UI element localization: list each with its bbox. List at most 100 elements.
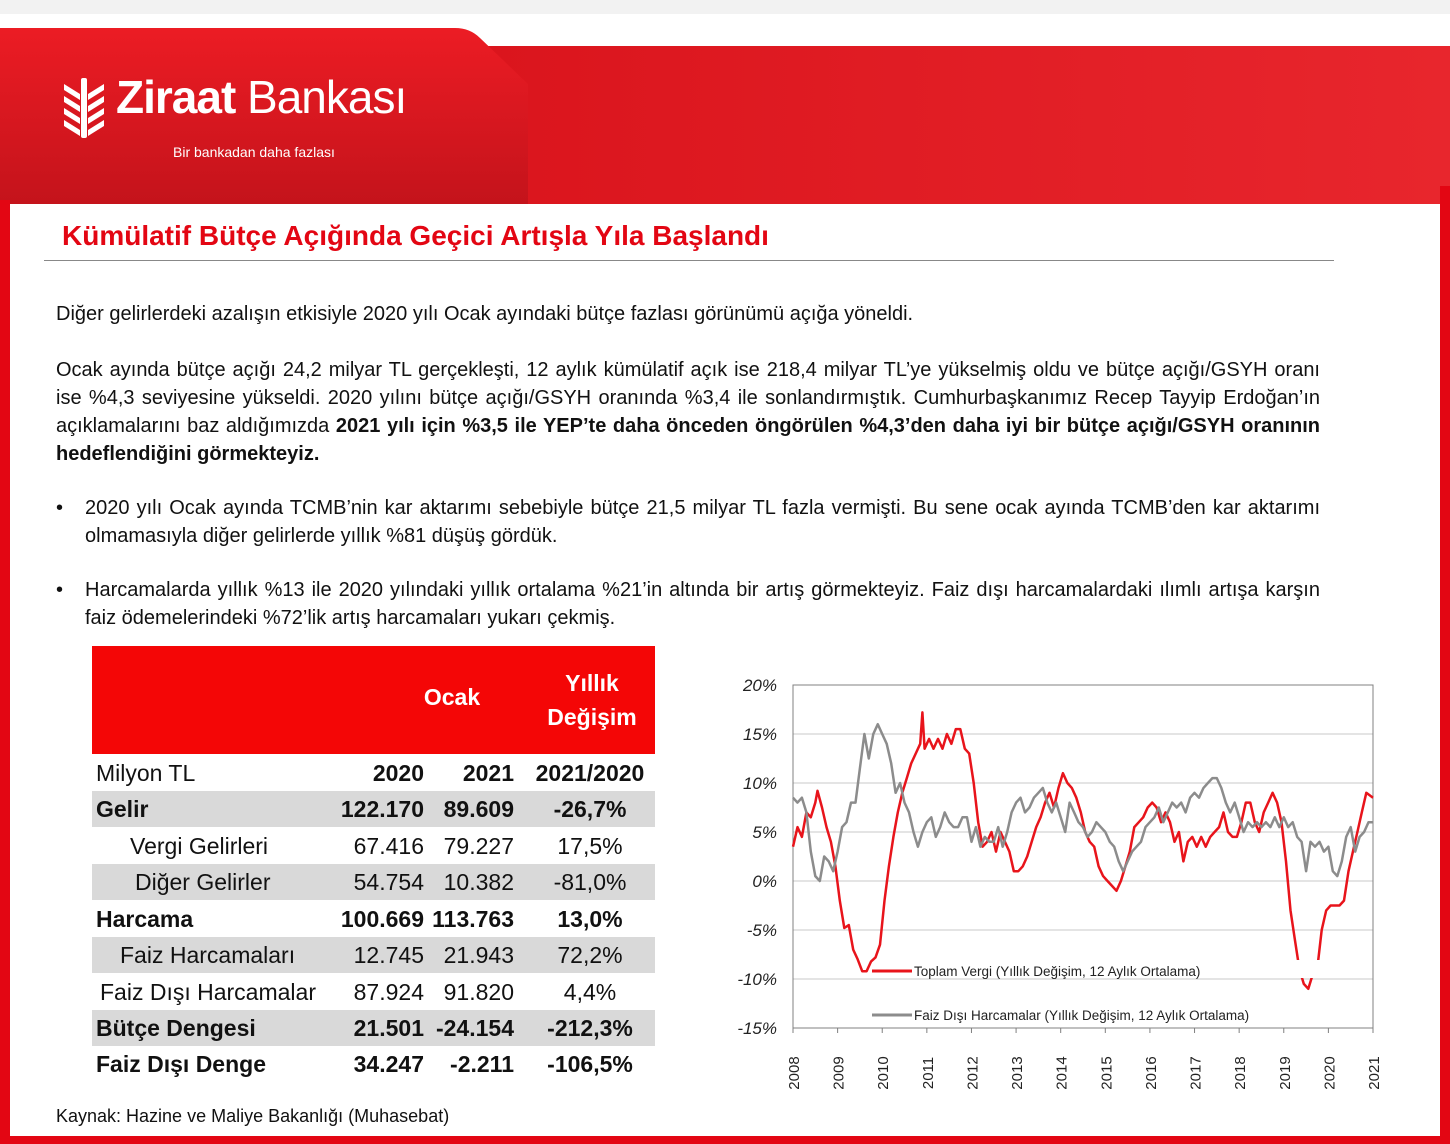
row-label: Gelir bbox=[96, 796, 149, 822]
table-row-butce-dengesi: Bütçe Dengesi 21.501 -24.154 -212,3% bbox=[92, 1010, 655, 1046]
legend-label: Faiz Dışı Harcamalar (Yıllık Değişim, 12… bbox=[914, 1008, 1249, 1023]
col-change: 13,0% bbox=[557, 906, 623, 932]
brand-slogan: Bir bankadan daha fazlası bbox=[173, 144, 335, 160]
row-label: Vergi Gelirleri bbox=[130, 833, 269, 859]
x-tick-label: 2015 bbox=[1098, 1056, 1115, 1089]
y-tick-label: 0% bbox=[752, 872, 777, 891]
table-row-faiz-disi-denge: Faiz Dışı Denge 34.247 -2.211 -106,5% bbox=[92, 1046, 655, 1082]
series-line bbox=[792, 722, 1373, 883]
frame-left-border bbox=[0, 200, 10, 1144]
table-row-faiz: Faiz Harcamaları 12.745 21.943 72,2% bbox=[92, 937, 655, 973]
col-change: 2021/2020 bbox=[535, 760, 645, 786]
bullet-text: Harcamalarda yıllık %13 ile 2020 yılında… bbox=[85, 579, 1320, 629]
brand-name-bold: Ziraat bbox=[116, 71, 236, 123]
page-title: Kümülatif Bütçe Açığında Geçici Artışla … bbox=[62, 220, 769, 251]
col-2021: 10.382 bbox=[443, 869, 514, 895]
col-2020: 100.669 bbox=[340, 906, 424, 932]
x-tick-label: 2019 bbox=[1277, 1056, 1294, 1089]
x-tick-label: 2018 bbox=[1232, 1056, 1249, 1089]
col-2020: 34.247 bbox=[353, 1051, 424, 1077]
x-tick-label: 2008 bbox=[786, 1056, 803, 1089]
tax-vs-spending-line-chart: 20% 15% 10% 5% 0% -5% -10% -15% 2008 2009 2010 2011… bbox=[737, 676, 1383, 1090]
row-label: Faiz Dışı Harcamalar bbox=[100, 979, 316, 1005]
legend-backdrop bbox=[908, 1004, 1328, 1022]
plot-area-border bbox=[792, 684, 1374, 1029]
col-change: -81,0% bbox=[553, 869, 627, 895]
col-2021: 91.820 bbox=[443, 979, 514, 1005]
x-tick-label: 2014 bbox=[1054, 1056, 1071, 1089]
source-note: Kaynak: Hazine ve Maliye Bakanlığı (Muha… bbox=[56, 1106, 450, 1126]
x-tick-label: 2016 bbox=[1143, 1056, 1160, 1089]
top-strip bbox=[0, 0, 1450, 14]
table-row-faiz-disi: Faiz Dışı Harcamalar 87.924 91.820 4,4% bbox=[92, 974, 655, 1010]
table-row-units: Milyon TL 2020 2021 2021/2020 bbox=[92, 755, 655, 791]
row-label: Milyon TL bbox=[96, 760, 196, 786]
table-header-yillik-line2: Değişim bbox=[547, 704, 637, 730]
detail-paragraph-bold: 2021 yılı için %3,5 ile YEP’te daha önce… bbox=[56, 415, 1320, 465]
col-2020: 122.170 bbox=[340, 796, 424, 822]
col-2020: 12.745 bbox=[353, 942, 424, 968]
header-banner bbox=[0, 28, 1450, 204]
x-tick-label: 2020 bbox=[1321, 1056, 1338, 1089]
col-2021: 79.227 bbox=[443, 833, 514, 859]
frame-bottom-border bbox=[0, 1136, 1450, 1144]
col-change: -26,7% bbox=[553, 796, 627, 822]
bullet-icon: • bbox=[56, 579, 64, 601]
col-2021: -2.211 bbox=[450, 1051, 514, 1077]
title-divider bbox=[44, 260, 1334, 261]
table-header: Ocak Yıllık Değişim bbox=[92, 646, 655, 754]
y-tick-label: -15% bbox=[737, 1019, 777, 1038]
table-row-vergi: Vergi Gelirleri 67.416 79.227 17,5% bbox=[92, 828, 655, 864]
col-change: 72,2% bbox=[557, 942, 623, 968]
legend-backdrop bbox=[908, 960, 1328, 978]
frame-right-border bbox=[1440, 186, 1450, 1144]
col-2020: 21.501 bbox=[353, 1015, 424, 1041]
legend-label: Toplam Vergi (Yıllık Değişim, 12 Aylık O… bbox=[914, 964, 1200, 979]
row-label: Bütçe Dengesi bbox=[96, 1015, 256, 1041]
table-row-gelir: Gelir 122.170 89.609 -26,7% bbox=[92, 791, 655, 827]
col-2021: 113.763 bbox=[432, 906, 514, 932]
col-change: 4,4% bbox=[563, 979, 617, 1005]
x-tick-label: 2017 bbox=[1188, 1056, 1205, 1089]
col-change: -106,5% bbox=[547, 1051, 633, 1077]
col-2021: 2021 bbox=[462, 760, 514, 786]
table-header-ocak: Ocak bbox=[423, 684, 481, 710]
x-tick-label: 2010 bbox=[875, 1056, 892, 1089]
table-row-diger: Diğer Gelirler 54.754 10.382 -81,0% bbox=[92, 864, 655, 900]
y-tick-label: 10% bbox=[743, 774, 777, 793]
intro-paragraph: Diğer gelirlerdeki azalışın etkisiyle 20… bbox=[56, 303, 914, 325]
wheat-icon bbox=[64, 78, 104, 138]
table-row-harcama: Harcama 100.669 113.763 13,0% bbox=[92, 901, 655, 937]
row-label: Faiz Dışı Denge bbox=[96, 1051, 266, 1077]
col-2021: 21.943 bbox=[443, 942, 514, 968]
bullet-text: 2020 yılı Ocak ayında TCMB’nin kar aktar… bbox=[85, 497, 1320, 547]
row-label: Diğer Gelirler bbox=[135, 869, 271, 895]
y-tick-label: 5% bbox=[752, 823, 777, 842]
bullet-icon: • bbox=[56, 497, 64, 519]
brand-name-thin: Bankası bbox=[247, 71, 407, 123]
x-tick-label: 2012 bbox=[964, 1056, 981, 1089]
y-tick-label: 15% bbox=[743, 725, 777, 744]
col-2020: 2020 bbox=[372, 760, 424, 786]
col-2021: 89.609 bbox=[443, 796, 514, 822]
y-tick-label: -5% bbox=[747, 921, 777, 940]
detail-paragraph: Ocak ayında bütçe açığı 24,2 milyar TL g… bbox=[56, 356, 1320, 468]
col-change: -212,3% bbox=[547, 1015, 633, 1041]
col-2020: 54.754 bbox=[353, 869, 424, 895]
col-2020: 67.416 bbox=[353, 833, 424, 859]
row-label: Harcama bbox=[96, 906, 194, 932]
x-tick-label: 2021 bbox=[1366, 1056, 1383, 1089]
table-header-yillik: Yıllık Değişim bbox=[532, 666, 652, 734]
series-line bbox=[791, 711, 1374, 991]
y-tick-label: 20% bbox=[742, 676, 777, 695]
x-tick-label: 2013 bbox=[1009, 1056, 1026, 1089]
y-tick-label: -10% bbox=[737, 970, 777, 989]
detail-paragraph-text: Ocak ayında bütçe açığı 24,2 milyar TL g… bbox=[56, 359, 1320, 437]
brand-name: Ziraat Bankası bbox=[116, 70, 407, 124]
col-2020: 87.924 bbox=[353, 979, 424, 1005]
table-header-yillik-line1: Yıllık bbox=[565, 670, 619, 696]
row-label: Faiz Harcamaları bbox=[120, 942, 296, 968]
x-tick-label: 2011 bbox=[920, 1057, 937, 1089]
x-tick-label: 2009 bbox=[831, 1056, 848, 1089]
col-2021: -24.154 bbox=[435, 1015, 514, 1041]
